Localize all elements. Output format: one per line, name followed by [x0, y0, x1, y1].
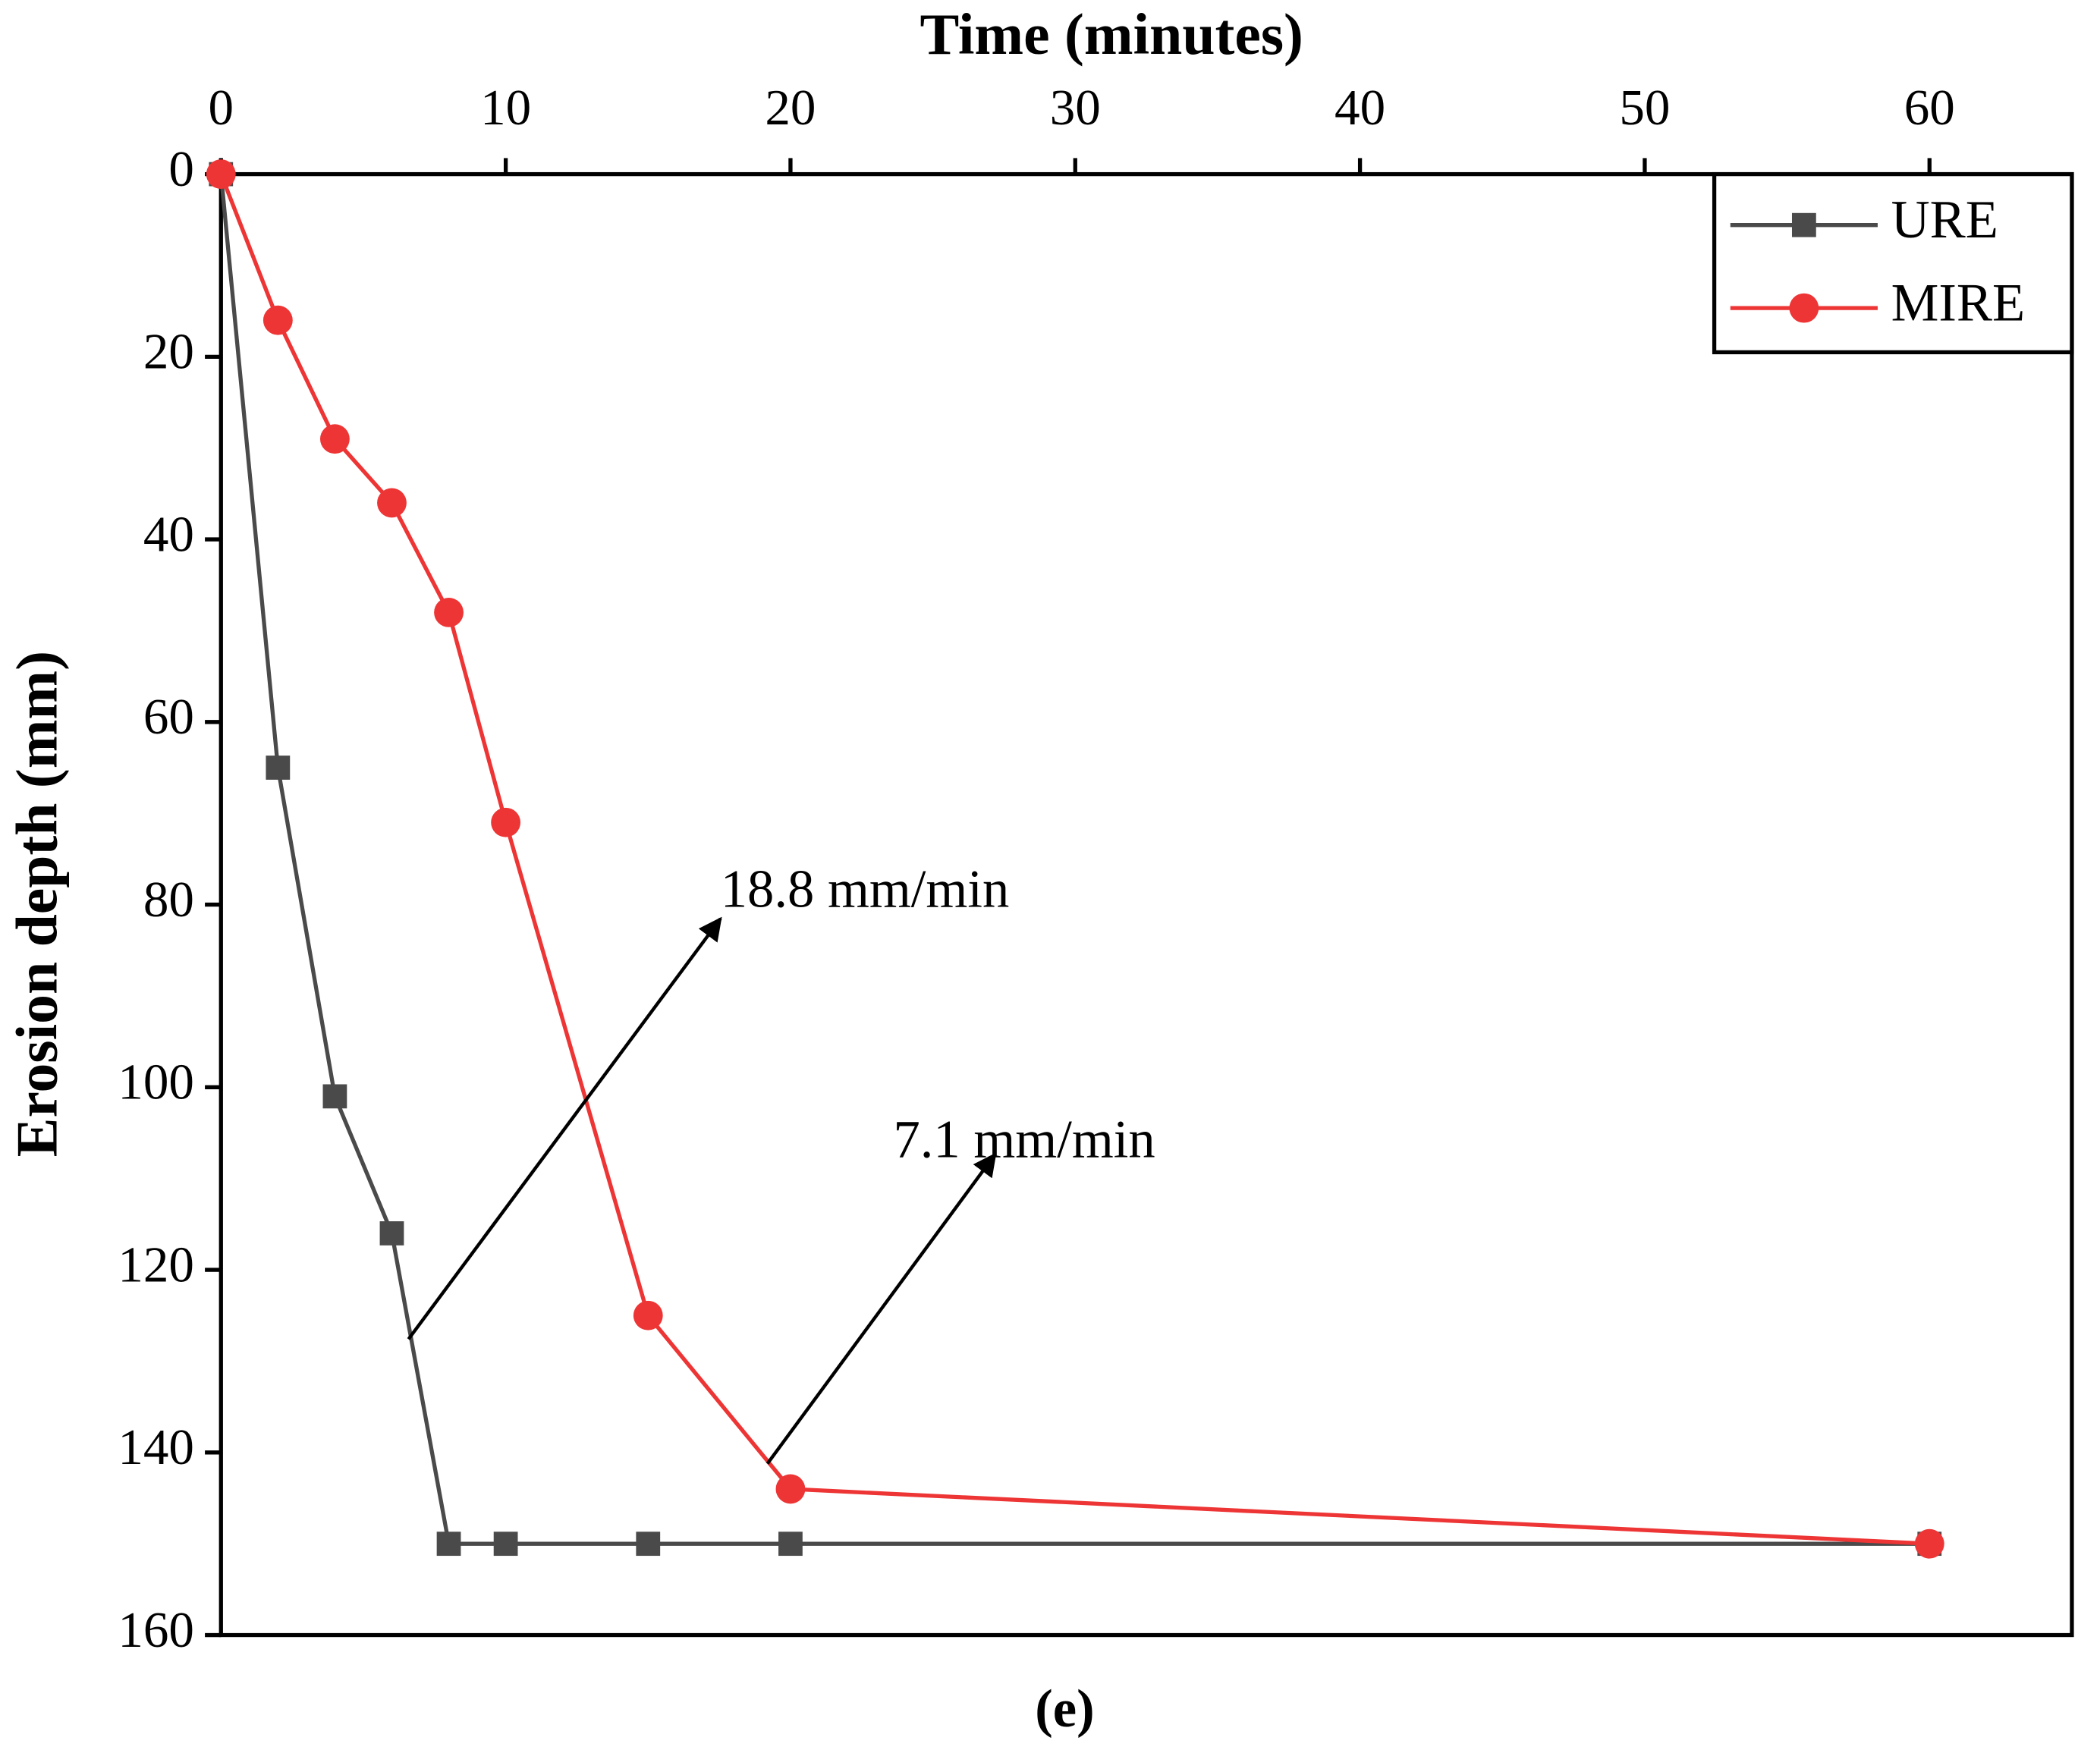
legend-marker [1791, 212, 1816, 237]
x-tick-label: 20 [765, 79, 816, 136]
data-point [775, 1474, 806, 1504]
data-point [206, 159, 236, 190]
y-tick-label: 100 [118, 1054, 194, 1111]
data-point [379, 1221, 404, 1246]
data-point [493, 1532, 518, 1557]
y-tick-label: 60 [143, 688, 194, 745]
plot-frame [218, 171, 2074, 1638]
x-tick-label: 10 [480, 79, 531, 136]
data-point [636, 1532, 661, 1557]
x-tick-label: 30 [1050, 79, 1101, 136]
annotation: 18.8 mm/min [721, 860, 1010, 919]
chart-title: Time (minutes) [920, 2, 1303, 67]
y-tick-label: 40 [143, 505, 194, 562]
data-point [1914, 1528, 1944, 1559]
annotation: 7.1 mm/min [893, 1111, 1155, 1170]
x-tick-label: 40 [1335, 79, 1385, 136]
y-tick-label: 20 [143, 323, 194, 380]
data-point [322, 1084, 347, 1109]
data-point [434, 597, 464, 627]
data-point [319, 424, 350, 454]
y-tick-label: 140 [118, 1418, 194, 1475]
x-tick-label: 60 [1904, 79, 1955, 136]
legend-marker [1789, 293, 1819, 323]
legend-box [1712, 171, 2074, 355]
x-tick-label: 50 [1619, 79, 1670, 136]
data-point [436, 1532, 461, 1557]
legend-label: MIRE [1891, 273, 2026, 332]
caption: (e) [1035, 1679, 1094, 1739]
data-point [491, 807, 521, 837]
data-point [778, 1532, 803, 1557]
y-tick-label: 80 [143, 871, 194, 928]
annotation-arrow [765, 1152, 997, 1465]
series-line [218, 174, 1930, 1546]
series-line [218, 173, 1930, 1546]
annotation-arrow [407, 916, 722, 1340]
data-point [266, 756, 291, 780]
data-point [633, 1300, 663, 1330]
y-tick-label: 120 [118, 1236, 194, 1293]
data-point [262, 305, 293, 335]
y-axis-label: Erosion depth (mm) [4, 651, 69, 1157]
legend-label: URE [1891, 190, 1998, 250]
data-point [377, 488, 407, 518]
y-tick-label: 160 [118, 1601, 194, 1658]
x-tick-label: 0 [209, 79, 234, 136]
y-tick-label: 0 [168, 140, 194, 197]
